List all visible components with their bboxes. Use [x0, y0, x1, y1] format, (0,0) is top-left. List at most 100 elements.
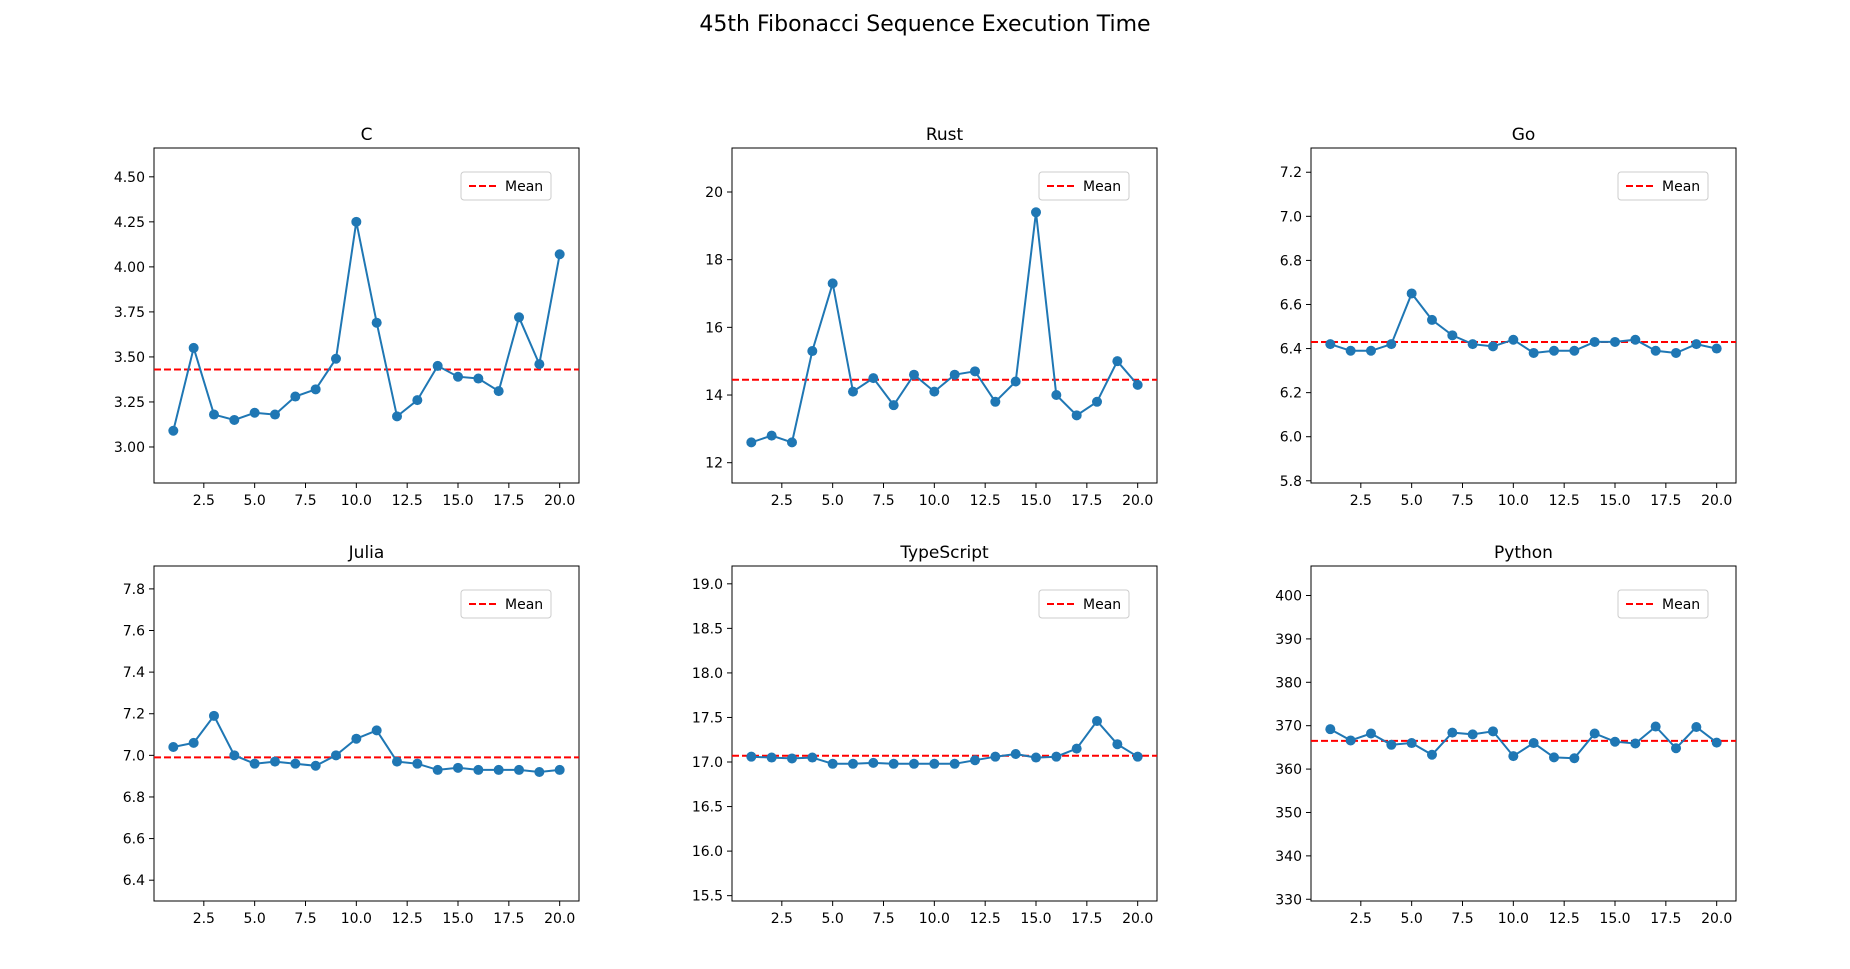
x-tick-label: 10.0 [919, 911, 950, 927]
x-tick-label: 20.0 [1701, 911, 1732, 927]
data-point [1345, 345, 1356, 356]
y-tick-label: 16.5 [692, 800, 723, 816]
data-point [746, 751, 757, 762]
y-tick-label: 330 [1275, 892, 1302, 908]
data-point [1528, 738, 1539, 749]
legend-box [1038, 171, 1130, 201]
y-tick-label: 6.4 [1280, 342, 1302, 358]
x-tick-label: 12.5 [392, 911, 423, 927]
subplot-title: C [361, 125, 373, 145]
data-point [554, 249, 565, 260]
data-point [534, 766, 545, 777]
y-tick-label: 370 [1275, 719, 1302, 735]
data-point [1528, 347, 1539, 358]
data-point [1549, 345, 1560, 356]
data-point [929, 386, 940, 397]
data-point [1508, 334, 1519, 345]
y-tick-label: 12 [705, 456, 723, 472]
legend-box [1617, 589, 1709, 619]
data-point [330, 750, 341, 761]
legend-box [1617, 171, 1709, 201]
data-point [888, 400, 899, 411]
data-point [1365, 345, 1376, 356]
data-point [249, 758, 260, 769]
x-tick-label: 15.0 [442, 493, 473, 509]
data-point [1031, 752, 1042, 763]
y-tick-label: 350 [1275, 805, 1302, 821]
subplot-c: C 2.5 5.0 7.5 10.0 12.5 15.0 17.5 20.0 3.00 3.25 3.… [114, 125, 580, 509]
y-tick-label: 6.2 [1280, 386, 1302, 402]
subplot-title: TypeScript [899, 543, 989, 563]
data-point [351, 733, 362, 744]
y-tick-label: 340 [1275, 849, 1302, 865]
x-tick-label: 12.5 [392, 493, 423, 509]
x-tick-label: 20.0 [1701, 493, 1732, 509]
data-point [990, 751, 1001, 762]
data-point [290, 391, 301, 402]
legend-mean-label: Mean [1662, 597, 1700, 613]
y-tick-label: 7.6 [123, 624, 145, 640]
y-tick-label: 17.0 [692, 755, 723, 771]
data-point [310, 760, 321, 771]
data-point [1630, 334, 1641, 345]
x-tick-label: 7.5 [294, 911, 316, 927]
data-point [1386, 739, 1397, 750]
y-tick-label: 3.25 [114, 395, 145, 411]
x-tick-label: 17.5 [493, 911, 524, 927]
x-tick-label: 2.5 [193, 911, 215, 927]
data-point [473, 373, 484, 384]
data-point [1112, 356, 1123, 367]
y-tick-label: 7.2 [123, 707, 145, 723]
series-line [173, 713, 560, 774]
data-point [1711, 737, 1722, 748]
data-point [827, 758, 838, 769]
y-tick-label: 3.00 [114, 440, 145, 456]
x-tick-label: 15.0 [1020, 493, 1051, 509]
y-tick-label: 18.0 [692, 666, 723, 682]
x-tick-label: 7.5 [1451, 493, 1473, 509]
data-point [786, 753, 797, 764]
data-point [786, 437, 797, 448]
legend: Mean [1038, 589, 1130, 619]
x-tick-label: 20.0 [1122, 493, 1153, 509]
data-point [269, 756, 280, 767]
data-point [847, 386, 858, 397]
y-tick-label: 6.4 [123, 873, 145, 889]
subplot-title: Go [1512, 125, 1536, 145]
x-tick-label: 7.5 [872, 493, 894, 509]
x-tick-label: 5.0 [822, 493, 844, 509]
y-tick-label: 16.0 [692, 844, 723, 860]
x-tick-label: 12.5 [970, 911, 1001, 927]
data-point [1671, 743, 1682, 754]
data-point [1549, 752, 1560, 763]
x-tick-label: 10.0 [341, 911, 372, 927]
legend-mean-label: Mean [1662, 179, 1700, 195]
data-point [168, 425, 179, 436]
data-point [929, 758, 940, 769]
y-tick-label: 3.50 [114, 350, 145, 366]
data-point [1010, 748, 1021, 759]
x-tick-label: 2.5 [771, 911, 793, 927]
data-point [1092, 396, 1103, 407]
data-point [827, 278, 838, 289]
data-point [1691, 339, 1702, 350]
legend-mean-label: Mean [1083, 597, 1121, 613]
data-point [766, 430, 777, 441]
figure-title: 45th Fibonacci Sequence Execution Time [699, 12, 1151, 37]
x-tick-label: 5.0 [244, 493, 266, 509]
y-tick-label: 4.00 [114, 260, 145, 276]
axes-frame [1310, 565, 1737, 902]
data-point [493, 764, 504, 775]
data-point [1711, 343, 1722, 354]
data-point [453, 371, 464, 382]
data-point [310, 384, 321, 395]
subplot-rust: Rust 2.5 5.0 7.5 10.0 12.5 15.0 17.5 20.0 12 14 16 1… [705, 125, 1158, 509]
data-point [351, 216, 362, 227]
data-point [392, 756, 403, 767]
data-point [168, 742, 179, 753]
data-point [908, 369, 919, 380]
data-point [746, 437, 757, 448]
data-point [1610, 336, 1621, 347]
axes-frame [731, 565, 1158, 902]
